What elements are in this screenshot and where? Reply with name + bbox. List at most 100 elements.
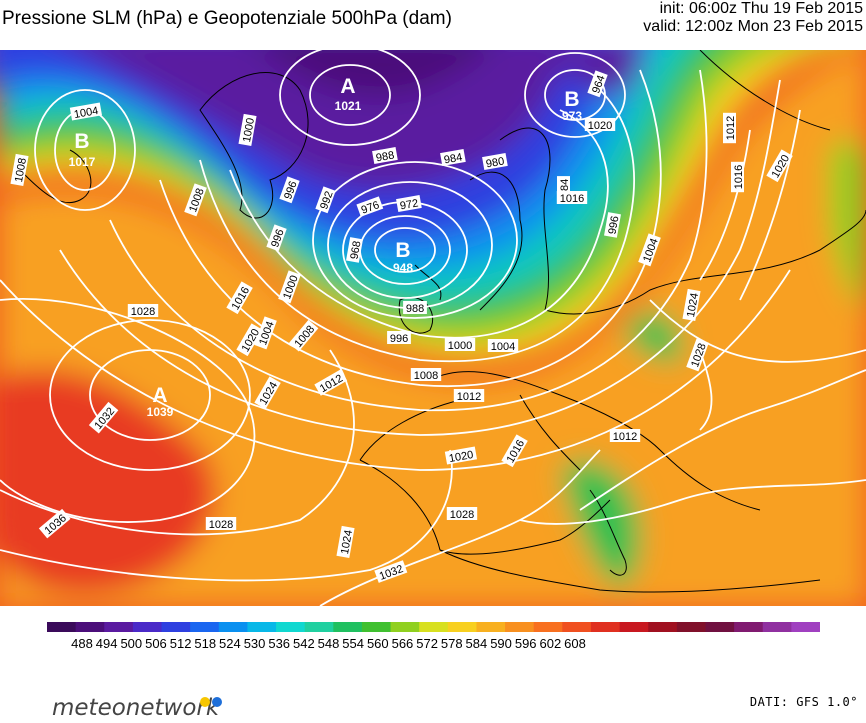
isobar-label: 1016	[731, 161, 745, 193]
colorbar-tick-label: 524	[219, 636, 241, 651]
isobar-label: 980	[482, 153, 508, 170]
isobar-label: 1008	[10, 153, 29, 187]
colorbar-tick-label: 560	[366, 636, 389, 651]
isobar-label: 996	[387, 331, 411, 345]
isobar-label: 1012	[609, 429, 641, 443]
colorbar-tick-label: 494	[95, 636, 118, 651]
isobar-label: 996	[604, 212, 621, 238]
isobar-label: 1004	[69, 102, 103, 121]
svg-text:968: 968	[348, 240, 363, 260]
colorbar-tick-label: 542	[292, 636, 315, 651]
isobar-label: 1008	[410, 368, 442, 382]
isobar-label: 1000	[444, 338, 476, 352]
isobar-label: 1012	[453, 389, 485, 403]
colorbar-segment	[791, 622, 820, 632]
init-time: init: 06:00z Thu 19 Feb 2015	[659, 0, 863, 17]
colorbar-segment	[705, 622, 735, 632]
isobar-label: 1000	[238, 113, 257, 147]
colorbar-tick-label: 554	[342, 636, 364, 651]
colorbar-tick-label: 572	[416, 636, 438, 651]
colorbar-tick-label: 584	[465, 636, 488, 651]
isobar-label: 1020	[584, 118, 616, 132]
isobar-label: 972	[396, 195, 422, 212]
svg-text:1008: 1008	[13, 157, 29, 183]
colorbar-segment	[419, 622, 449, 632]
colorbar-segment	[247, 622, 277, 632]
isobar-label: 1024	[682, 288, 701, 322]
svg-text:1016: 1016	[733, 165, 745, 189]
colorbar-segment	[648, 622, 678, 632]
centre-value: 1017	[69, 155, 96, 169]
colorbar-segment	[104, 622, 134, 632]
svg-text:1028: 1028	[131, 306, 155, 318]
svg-text:964: 964	[590, 74, 608, 95]
colorbar-segment	[476, 622, 506, 632]
pressure-centre: B 1017	[69, 130, 96, 169]
svg-text:1024: 1024	[685, 292, 701, 318]
svg-text:1012: 1012	[613, 431, 637, 443]
svg-text:1000: 1000	[241, 117, 257, 143]
colorbar-segment	[361, 622, 392, 632]
svg-text:1012: 1012	[457, 391, 481, 403]
isobar-label: 1024	[336, 525, 355, 559]
colorbar-tick-label: 518	[194, 636, 217, 651]
colorbar-segment	[390, 622, 420, 632]
svg-text:1004: 1004	[73, 105, 99, 121]
svg-text:1028: 1028	[209, 519, 233, 531]
colorbar-tick-label: 530	[243, 636, 266, 651]
geopotential-colorbar	[47, 622, 820, 632]
colorbar-segment	[562, 622, 592, 632]
colorbar-segment	[218, 622, 248, 632]
svg-text:976: 976	[360, 199, 381, 217]
colorbar-tick-label: 608	[564, 636, 586, 651]
pressure-centre: A 1021	[335, 75, 362, 113]
centre-letter: A	[152, 384, 167, 407]
isobar-label: 988	[372, 147, 398, 164]
pressure-centre: B 973	[562, 88, 582, 123]
isobar-label: 996	[266, 224, 287, 252]
colorbar-tick-label: 548	[317, 636, 340, 651]
colorbar-segment	[762, 622, 792, 632]
centre-value: 948	[393, 261, 413, 275]
isobar-label: 1028	[205, 517, 237, 531]
colorbar-tick-labels: 488 494 500 506 512 518 524 530 536 542 548 554 560 5…	[0, 636, 866, 652]
isobar-label: 1028	[127, 304, 159, 318]
colorbar-tick-label: 512	[169, 636, 192, 651]
svg-text:1000: 1000	[448, 340, 472, 352]
pressure-centre: A 1039	[147, 384, 174, 419]
svg-text:996: 996	[390, 333, 408, 345]
isobar-label: 992	[315, 186, 336, 214]
pressure-centre: B 948	[393, 239, 413, 275]
colorbar-tick-label: 536	[268, 636, 291, 651]
colorbar-segment	[276, 622, 306, 632]
svg-text:996: 996	[269, 228, 287, 249]
valid-time: valid: 12:00z Mon 23 Feb 2015	[643, 18, 863, 35]
colorbar-segment	[447, 622, 477, 632]
logo-yellow-dot	[200, 697, 210, 707]
isobar-label: 1020	[444, 446, 478, 465]
isobar-label: 964	[587, 70, 608, 98]
meteonetwork-logo: meteonetwork	[52, 695, 222, 721]
colorbar-tick-label: 488	[71, 636, 93, 651]
weather-map: B 1017 A 1021 B 973 B 948 A 1039 1004 100…	[0, 50, 866, 606]
isobar-label: 1032	[88, 401, 119, 434]
isobar-label: 976	[356, 196, 384, 217]
colorbar-tick-label: 500	[120, 636, 143, 651]
svg-text:988: 988	[375, 149, 395, 164]
colorbar-segment	[47, 622, 77, 632]
colorbar-segment	[533, 622, 563, 632]
map-title: Pressione SLM (hPa) e Geopotenziale 500h…	[2, 8, 452, 29]
centre-value: 1021	[335, 99, 362, 113]
centre-letter: B	[74, 130, 89, 153]
data-source: DATI: GFS 1.0°	[749, 695, 858, 709]
centre-value: 1039	[147, 405, 174, 419]
colorbar-tick-label: 596	[514, 636, 537, 651]
colorbar-segment	[734, 622, 764, 632]
svg-text:992: 992	[318, 190, 336, 211]
isobar-label: 988	[403, 301, 427, 315]
colorbar-tick-label: 566	[391, 636, 414, 651]
svg-text:1020: 1020	[588, 120, 612, 132]
logo-text: meteonetwork	[52, 695, 220, 721]
svg-text:1012: 1012	[725, 116, 737, 140]
isobar-label: 996	[279, 176, 300, 204]
